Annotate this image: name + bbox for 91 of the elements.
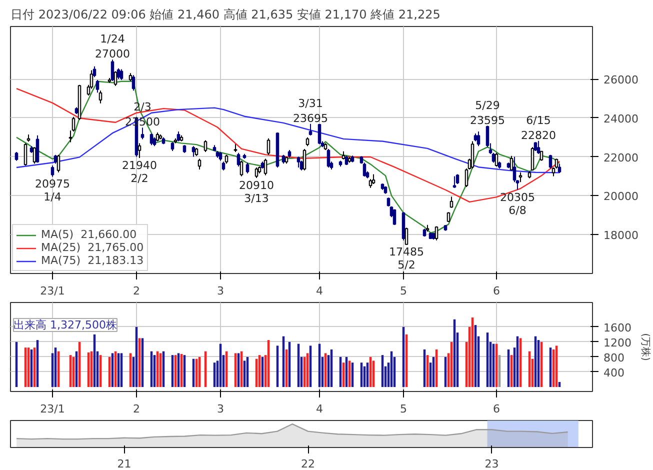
candlestick [536, 140, 540, 154]
candlestick [266, 138, 270, 156]
candlestick [470, 140, 474, 169]
candlestick [512, 156, 516, 183]
y-tick-label: 400 [604, 366, 624, 380]
candlestick [198, 158, 202, 170]
y-tick-label: 1200 [604, 336, 632, 350]
y-tick-label: 1600 [604, 321, 632, 334]
candlestick [264, 158, 268, 176]
candlestick [138, 142, 142, 158]
x-tick-label: 2 [133, 284, 140, 298]
x-tick-label: 23/1 [40, 402, 65, 416]
legend-label: MA(5) 21,660.00 [41, 228, 137, 241]
candlestick [36, 134, 40, 164]
annotation: 17485 5/2 [389, 246, 424, 272]
candlestick [246, 162, 250, 174]
candlestick [72, 116, 76, 132]
candlestick [326, 148, 330, 168]
y-tick-label: 18000 [604, 229, 638, 242]
y-tick-label: 26000 [604, 74, 638, 87]
y-axis-title: (万株) [639, 333, 652, 361]
annotation: 3/31 23695 [293, 96, 328, 125]
candlestick [110, 59, 114, 82]
candlestick [50, 165, 54, 178]
candlestick [318, 123, 322, 145]
candlestick [240, 160, 244, 177]
candlestick [446, 212, 450, 222]
candlestick [434, 226, 438, 241]
annotation: 20910 3/13 [239, 179, 274, 206]
candlestick [32, 146, 36, 164]
x-tick-label: 4 [316, 284, 323, 298]
candlestick [68, 130, 72, 143]
x-tick-label: 21 [117, 458, 132, 470]
candlestick [150, 132, 154, 146]
candlestick [308, 123, 312, 136]
x-tick-label: 23/1 [40, 284, 65, 298]
annotation: 5/29 23595 [470, 98, 506, 127]
line-series [16, 88, 560, 203]
candlestick [510, 155, 514, 171]
candlestick [92, 66, 96, 78]
candlestick [114, 70, 118, 86]
annotation: 20305 6/8 [500, 190, 536, 217]
y-tick-label: 24000 [604, 112, 638, 126]
x-tick-label: 3 [217, 284, 224, 298]
legend-label: MA(75) 21,183.13 [41, 254, 144, 267]
candlestick [518, 172, 522, 183]
legend-label: MA(25) 21,765.00 [41, 241, 144, 254]
x-tick-label: 23 [484, 458, 499, 470]
candlestick [558, 163, 562, 174]
y-tick-label: 22000 [604, 151, 638, 164]
x-tick-label: 22 [301, 458, 316, 470]
x-tick-label: 6 [493, 402, 500, 416]
candlestick [372, 174, 376, 185]
candlestick [450, 196, 454, 208]
candlestick [236, 152, 240, 168]
annotation: 1/24 27000 [95, 32, 130, 61]
candlestick [302, 148, 306, 171]
x-tick-label: 6 [493, 284, 500, 298]
x-tick-label: 3 [217, 402, 224, 416]
chart-title: 日付 2023/06/22 09:06 始値 21,460 高値 21,635 安値 21,170 終値 21,225 [10, 8, 440, 22]
candlestick [116, 68, 120, 80]
candlestick [56, 154, 60, 173]
y-tick-label: 800 [604, 351, 624, 364]
candlestick [452, 176, 456, 188]
candlestick [530, 146, 534, 171]
annotation: 20975 1/4 [35, 178, 70, 204]
candlestick [120, 68, 124, 80]
annotation: 6/15 22820 [521, 114, 556, 142]
candlestick [492, 152, 496, 164]
candlestick [254, 167, 258, 179]
candlestick [392, 208, 396, 226]
y-tick-label: 20000 [604, 190, 638, 204]
candlestick [98, 90, 102, 104]
candlestick [494, 152, 498, 168]
candlestick [404, 227, 408, 246]
candlestick [132, 74, 136, 92]
candlestick [476, 131, 480, 147]
text: 出来高 1,327,500株 [14, 318, 117, 332]
x-tick-label: 5 [400, 402, 407, 416]
x-tick-label: 5 [400, 284, 407, 298]
candlestick [140, 127, 144, 140]
candlestick [192, 146, 196, 158]
candlestick [204, 140, 208, 152]
candlestick [548, 154, 552, 169]
candlestick [96, 79, 100, 94]
x-tick-label: 4 [316, 402, 323, 416]
candlestick [344, 155, 348, 166]
x-tick-label: 2 [133, 402, 140, 416]
candlestick [300, 160, 304, 171]
candlestick [24, 142, 28, 166]
annotation: 21940 2/2 [122, 158, 158, 185]
